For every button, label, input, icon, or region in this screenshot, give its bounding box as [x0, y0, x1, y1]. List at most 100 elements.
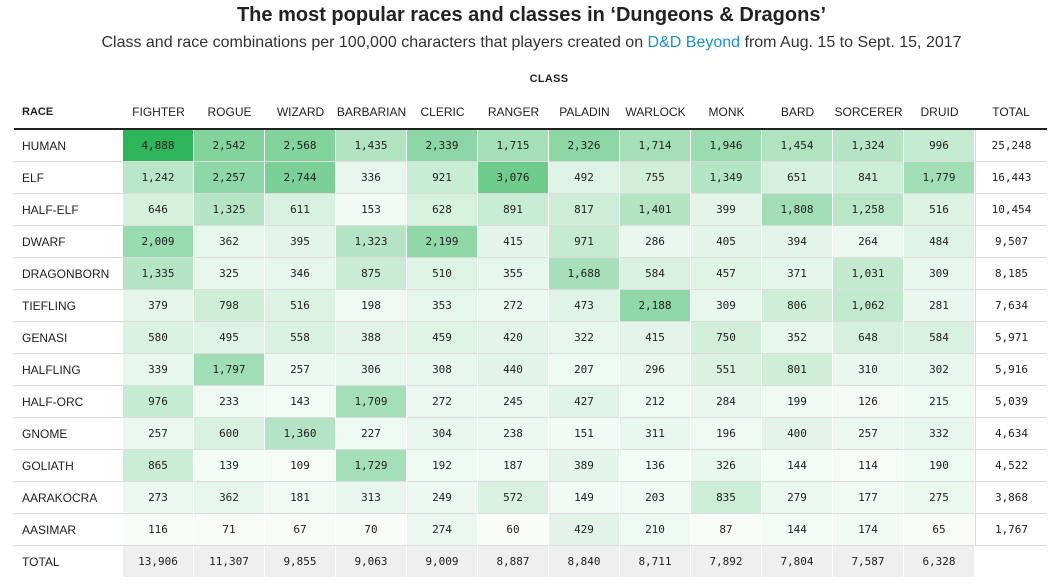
- heatmap-cell-dwarf-druid: 484: [904, 226, 975, 258]
- heatmap-cell-aarakocra-bard: 279: [762, 482, 833, 514]
- heatmap-cell-dwarf-ranger: 415: [478, 226, 549, 258]
- heatmap-cell-aasimar-fighter: 116: [123, 514, 194, 546]
- heatmap-cell-human-fighter: 4,888: [123, 130, 194, 162]
- heatmap-cell-dwarf-warlock: 286: [620, 226, 691, 258]
- subtitle-text-pre: Class and race combinations per 100,000 …: [101, 34, 648, 51]
- heatmap-cell-halfling-paladin: 207: [549, 354, 620, 386]
- heatmap-cell-aasimar-ranger: 60: [478, 514, 549, 546]
- heatmap-cell-gnome-cleric: 304: [407, 418, 478, 450]
- heatmap-cell-elf-druid: 1,779: [904, 162, 975, 194]
- race-label-gnome: GNOME: [14, 418, 123, 450]
- heatmap-cell-elf-cleric: 921: [407, 162, 478, 194]
- heatmap-cell-human-barbarian: 1,435: [336, 130, 407, 162]
- heatmap-cell-genasi-sorcerer: 648: [833, 322, 904, 354]
- heatmap-cell-aarakocra-fighter: 273: [123, 482, 194, 514]
- heatmap-cell-dragonborn-warlock: 584: [620, 258, 691, 290]
- heatmap-cell-dragonborn-bard: 371: [762, 258, 833, 290]
- heatmap-cell-elf-warlock: 755: [620, 162, 691, 194]
- heatmap-cell-halfling-ranger: 440: [478, 354, 549, 386]
- race-label-elf: ELF: [14, 162, 123, 194]
- heatmap-cell-half-elf-bard: 1,808: [762, 194, 833, 226]
- heatmap-cell-goliath-rogue: 139: [194, 450, 265, 482]
- heatmap-cell-half-elf-fighter: 646: [123, 194, 194, 226]
- column-total-druid: 6,328: [904, 546, 975, 577]
- row-total-dwarf: 9,507: [975, 226, 1047, 258]
- heatmap-cell-genasi-druid: 584: [904, 322, 975, 354]
- heatmap-cell-half-elf-paladin: 817: [549, 194, 620, 226]
- heatmap-cell-aarakocra-sorcerer: 177: [833, 482, 904, 514]
- heatmap-cell-human-sorcerer: 1,324: [833, 130, 904, 162]
- heatmap-cell-halfling-rogue: 1,797: [194, 354, 265, 386]
- heatmap-cell-tiefling-paladin: 473: [549, 290, 620, 322]
- heatmap-cell-gnome-druid: 332: [904, 418, 975, 450]
- heatmap-cell-genasi-rogue: 495: [194, 322, 265, 354]
- heatmap-cell-dragonborn-paladin: 1,688: [549, 258, 620, 290]
- heatmap-cell-half-orc-druid: 215: [904, 386, 975, 418]
- heatmap-cell-halfling-fighter: 339: [123, 354, 194, 386]
- heatmap-cell-dragonborn-ranger: 355: [478, 258, 549, 290]
- heatmap-cell-tiefling-druid: 281: [904, 290, 975, 322]
- column-header-paladin: PALADIN: [549, 96, 620, 130]
- heatmap-cell-half-orc-sorcerer: 126: [833, 386, 904, 418]
- heatmap-cell-goliath-fighter: 865: [123, 450, 194, 482]
- column-total-rogue: 11,307: [194, 546, 265, 577]
- heatmap-cell-human-warlock: 1,714: [620, 130, 691, 162]
- heatmap-cell-dragonborn-barbarian: 875: [336, 258, 407, 290]
- chart-title: The most popular races and classes in ‘D…: [236, 4, 827, 26]
- heatmap-cell-dragonborn-monk: 457: [691, 258, 762, 290]
- heatmap-cell-goliath-sorcerer: 114: [833, 450, 904, 482]
- race-column-header: RACE: [14, 96, 123, 130]
- dnd-beyond-link[interactable]: D&D Beyond: [647, 34, 741, 51]
- heatmap-cell-dwarf-barbarian: 1,323: [336, 226, 407, 258]
- heatmap-cell-genasi-wizard: 558: [265, 322, 336, 354]
- column-header-sorcerer: SORCERER: [833, 96, 904, 130]
- column-header-warlock: WARLOCK: [620, 96, 691, 130]
- heatmap-cell-half-elf-druid: 516: [904, 194, 975, 226]
- heatmap-cell-tiefling-wizard: 516: [265, 290, 336, 322]
- table-row: DWARF 2,009 362 395 1,323 2,199 415 971 286 405 39…: [14, 226, 1047, 258]
- heatmap-cell-elf-ranger: 3,076: [478, 162, 549, 194]
- heatmap-cell-gnome-sorcerer: 257: [833, 418, 904, 450]
- heatmap-cell-dwarf-sorcerer: 264: [833, 226, 904, 258]
- heatmap-cell-human-druid: 996: [904, 130, 975, 162]
- totals-corner-blank: [975, 546, 1047, 577]
- heatmap-cell-human-ranger: 1,715: [478, 130, 549, 162]
- heatmap-cell-goliath-wizard: 109: [265, 450, 336, 482]
- totals-row-label: TOTAL: [14, 546, 123, 577]
- class-group-label: CLASS: [529, 73, 569, 85]
- column-header-druid: DRUID: [904, 96, 975, 130]
- heatmap-cell-aarakocra-monk: 835: [691, 482, 762, 514]
- table-row: AASIMAR 116 71 67 70 274 60 429 210 87 144 174 65 1,7…: [14, 514, 1047, 546]
- heatmap-cell-aarakocra-barbarian: 313: [336, 482, 407, 514]
- heatmap-cell-halfling-cleric: 308: [407, 354, 478, 386]
- heatmap-cell-gnome-fighter: 257: [123, 418, 194, 450]
- heatmap-cell-half-orc-paladin: 427: [549, 386, 620, 418]
- row-total-half-elf: 10,454: [975, 194, 1047, 226]
- heatmap-cell-gnome-ranger: 238: [478, 418, 549, 450]
- column-header-ranger: RANGER: [478, 96, 549, 130]
- table-row: GENASI 580 495 558 388 459 420 322 415 750 352 648 5…: [14, 322, 1047, 354]
- row-total-human: 25,248: [975, 130, 1047, 162]
- race-label-halfling: HALFLING: [14, 354, 123, 386]
- heatmap-cell-aasimar-rogue: 71: [194, 514, 265, 546]
- column-header-bard: BARD: [762, 96, 833, 130]
- heatmap-cell-dwarf-cleric: 2,199: [407, 226, 478, 258]
- heatmap-cell-human-wizard: 2,568: [265, 130, 336, 162]
- row-total-halfling: 5,916: [975, 354, 1047, 386]
- row-total-aarakocra: 3,868: [975, 482, 1047, 514]
- heatmap-cell-halfling-druid: 302: [904, 354, 975, 386]
- heatmap-cell-elf-paladin: 492: [549, 162, 620, 194]
- row-total-half-orc: 5,039: [975, 386, 1047, 418]
- column-total-monk: 7,892: [691, 546, 762, 577]
- race-label-goliath: GOLIATH: [14, 450, 123, 482]
- heatmap-cell-goliath-paladin: 389: [549, 450, 620, 482]
- column-total-barbarian: 9,063: [336, 546, 407, 577]
- heatmap-cell-tiefling-rogue: 798: [194, 290, 265, 322]
- heatmap-cell-dwarf-paladin: 971: [549, 226, 620, 258]
- heatmap-cell-genasi-warlock: 415: [620, 322, 691, 354]
- heatmap-cell-human-cleric: 2,339: [407, 130, 478, 162]
- column-total-sorcerer: 7,587: [833, 546, 904, 577]
- heatmap-body: HUMAN 4,888 2,542 2,568 1,435 2,339 1,715 2,326…: [14, 130, 1047, 577]
- column-header-monk: MONK: [691, 96, 762, 130]
- heatmap-cell-tiefling-ranger: 272: [478, 290, 549, 322]
